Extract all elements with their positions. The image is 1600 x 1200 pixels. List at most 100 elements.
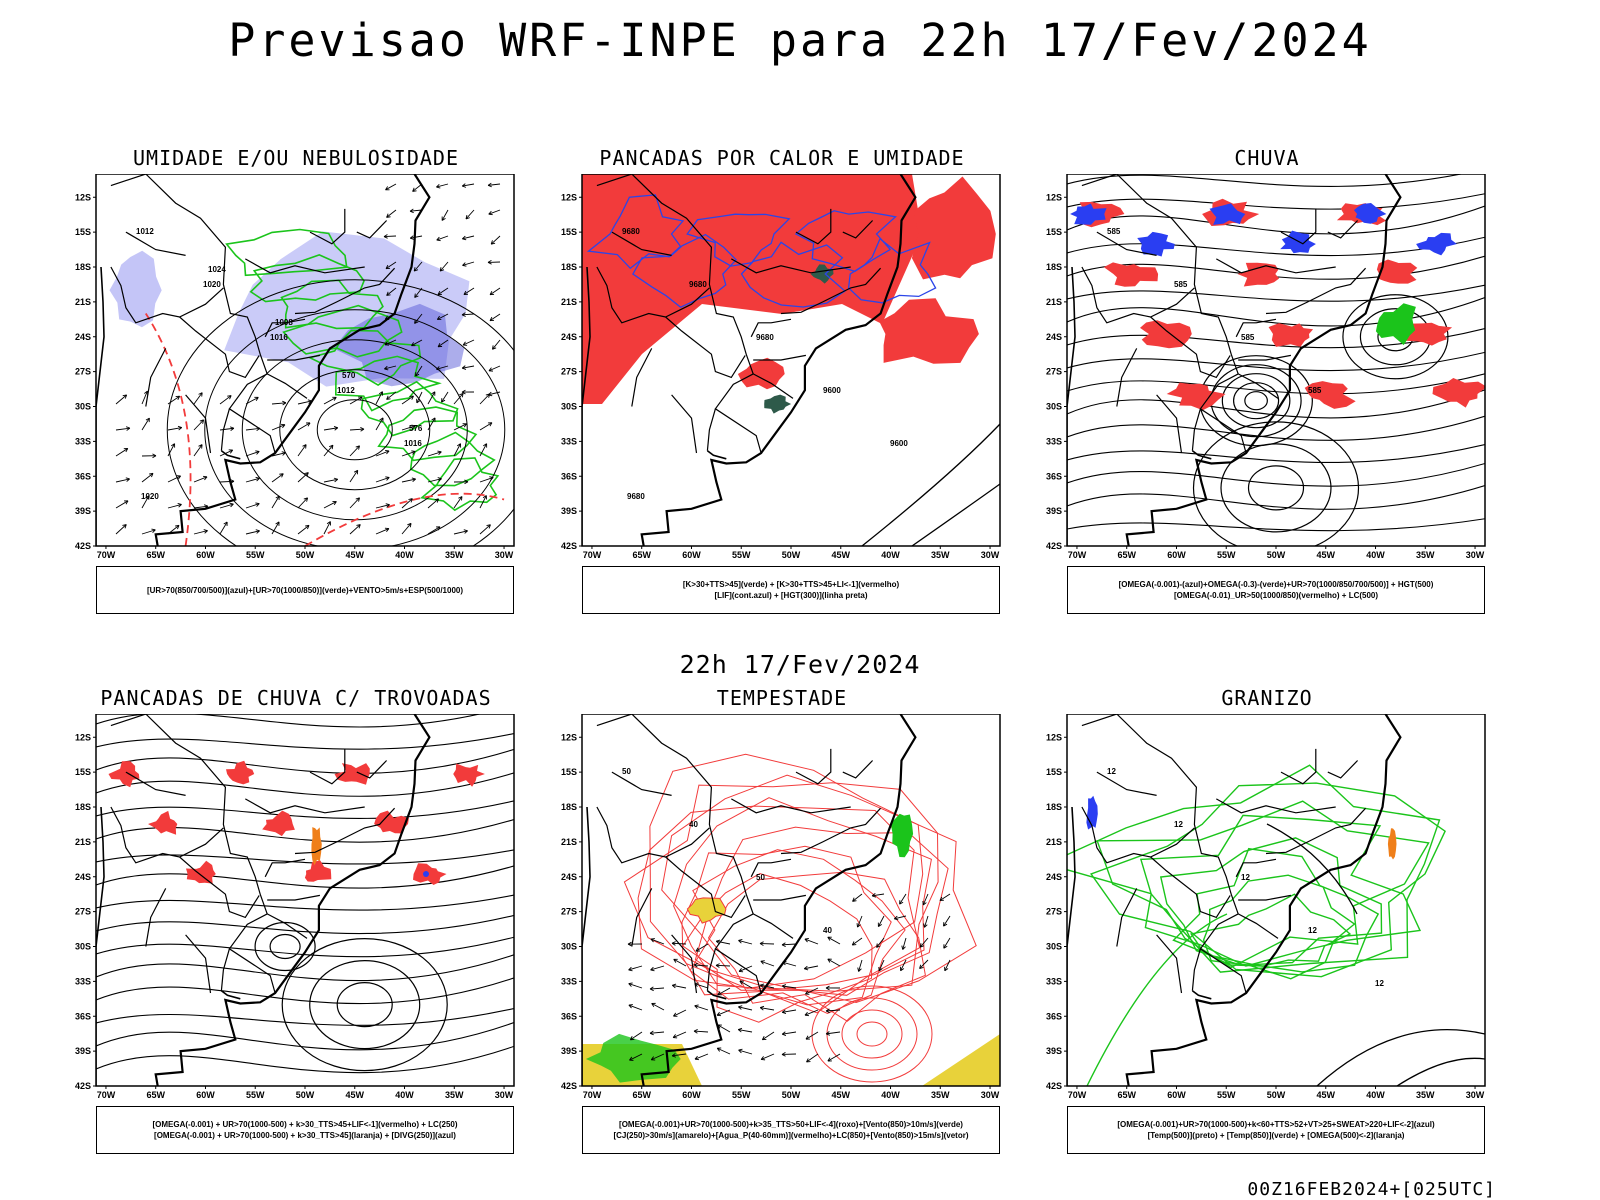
wind-vector-head (411, 342, 416, 347)
streamline (96, 732, 514, 750)
wind-vector (271, 452, 286, 457)
wind-vector-head (693, 962, 698, 968)
blue-omega-area (1070, 203, 1107, 225)
wind-vector (297, 472, 309, 483)
wind-vector (453, 443, 461, 457)
low-pressure-contour (1342, 294, 1449, 380)
wind-vector-head (462, 262, 467, 267)
wind-vector-head (857, 967, 862, 972)
wind-vector-head (483, 443, 488, 448)
red-convection-area (413, 863, 447, 885)
wind-vector-head (125, 426, 131, 431)
lon-tick-label: 40W (395, 1090, 414, 1100)
wind-vector (827, 958, 841, 967)
map-background (1067, 714, 1485, 1086)
streamline (96, 1022, 514, 1051)
contour-label: 40 (689, 820, 698, 829)
lat-tick-label: 18S (75, 262, 91, 272)
red-instability-area (911, 176, 996, 280)
lat-tick-label: 24S (561, 332, 577, 342)
wind-vector-head (223, 521, 228, 526)
lat-tick-label: 24S (561, 872, 577, 882)
wind-vector-head (489, 476, 494, 481)
lon-tick-label: 30W (495, 1090, 514, 1100)
wind-vector (852, 893, 863, 902)
lon-tick-label: 40W (1366, 550, 1385, 560)
wind-vector-head (431, 417, 436, 422)
wind-vector (651, 1053, 665, 1061)
border-line (842, 760, 874, 779)
orange-omega-area (1387, 828, 1397, 860)
lon-tick-label: 60W (196, 550, 215, 560)
wind-vector-head (851, 941, 857, 946)
wind-vector (650, 987, 665, 990)
red-convection-area (334, 763, 370, 785)
lat-tick-label: 42S (75, 541, 91, 551)
coastline (1067, 806, 1076, 1086)
wind-vector-head (943, 922, 948, 927)
wind-vector (323, 521, 331, 535)
wind-vector-head (491, 345, 497, 350)
map-canvas: 12 12 12 12 12 12S 15S 18S 21S 24S 27S 30S 33S 36S 39S… (1046, 714, 1486, 1100)
lat-tick-label: 15S (561, 227, 577, 237)
wind-vector-head (462, 235, 467, 241)
map-canvas: 50 40 50 40 12S 15S 18S 21S 24S 27S 30S 33S 36S 39S 42… (561, 714, 1001, 1100)
streamline (96, 977, 514, 1005)
streamline (96, 800, 514, 819)
wind-vector-head (759, 941, 764, 946)
wind-vector (219, 480, 235, 483)
wind-vector (115, 524, 127, 535)
wind-vector (375, 391, 383, 405)
lifted-index-contour (686, 213, 791, 267)
coastline (1125, 174, 1402, 546)
wind-vector-head (760, 1056, 766, 1061)
wind-vector (826, 1009, 841, 1012)
wind-vector-head (878, 966, 883, 972)
lat-tick-label: 36S (75, 471, 91, 481)
legend-box: [OMEGA(-0.001)+UR>70(1000-500)+k>35_TTS>… (582, 1106, 1000, 1154)
humidity-green-contour (377, 406, 478, 462)
lon-tick-label: 70W (97, 550, 116, 560)
wind-vector-head (827, 936, 832, 941)
lat-tick-label: 12S (561, 192, 577, 202)
wind-vector (488, 391, 501, 396)
wind-vector (323, 501, 337, 509)
map-layers (96, 714, 514, 1086)
wind-vector-head (781, 1052, 786, 1057)
wind-vector (167, 504, 182, 509)
wind-vector (167, 443, 175, 457)
wind-vector-head (673, 958, 678, 963)
contour-label: 576 (409, 424, 423, 433)
panel-humidity: UMIDADE E/OU NEBULOSIDADE 1012 1020 1016 10… (66, 146, 526, 616)
lon-tick-label: 65W (1117, 550, 1136, 560)
map-layers: 50 40 50 40 (582, 714, 1000, 1086)
blue-omega-area (1354, 203, 1387, 224)
red-contour (811, 985, 933, 1083)
wind-vector-head (437, 450, 442, 456)
wind-vector (672, 984, 687, 989)
border-line (1327, 220, 1359, 239)
border-line (752, 913, 794, 939)
wind-vector-head (411, 450, 416, 455)
lat-tick-label: 30S (561, 402, 577, 412)
run-stamp: 00Z16FEB2024+[025UTC] (1247, 1179, 1496, 1200)
wind-vector (386, 391, 397, 400)
wind-vector (465, 209, 475, 220)
wind-vector (349, 497, 360, 509)
border-line (753, 894, 807, 901)
wind-vector-head (943, 944, 948, 949)
wind-vector (650, 1031, 665, 1034)
red-convection-area (374, 810, 409, 834)
wind-vector (245, 396, 259, 405)
wind-vector (693, 1030, 709, 1033)
wind-vector-head (436, 184, 441, 189)
wind-vector-head (304, 472, 309, 477)
wind-vector (717, 1047, 731, 1055)
wind-vector-head (384, 527, 390, 532)
panel-title: GRANIZO (1221, 686, 1313, 710)
panel-title: PANCADAS DE CHUVA C/ TROVOADAS (100, 686, 492, 710)
lon-tick-label: 70W (583, 550, 602, 560)
lon-tick-label: 30W (1466, 550, 1485, 560)
wind-vector (900, 959, 907, 971)
wind-vector (479, 393, 490, 405)
